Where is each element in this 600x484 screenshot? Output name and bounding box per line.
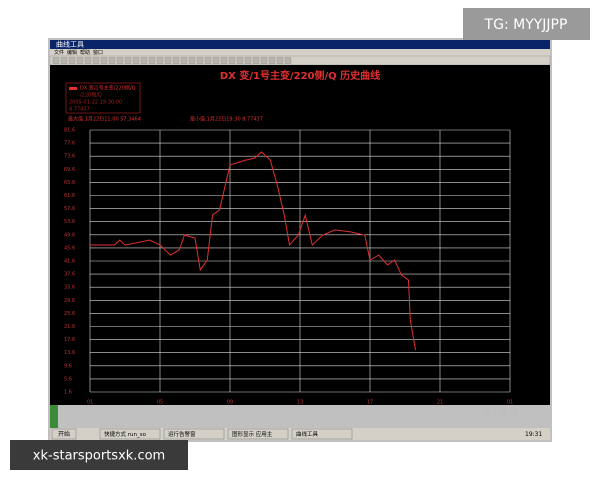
x-tick-label: 13 — [297, 400, 303, 406]
legend-line: 8.77437 — [69, 107, 90, 113]
task-button[interactable] — [163, 428, 225, 440]
x-tick-label: 01 — [507, 400, 513, 406]
y-tick-label: 29.6 — [64, 298, 75, 304]
y-tick-label: 45.6 — [64, 245, 75, 251]
toolbar-button[interactable] — [124, 57, 132, 64]
toolbar-button[interactable] — [196, 57, 204, 64]
y-tick-label: 13.6 — [64, 350, 75, 356]
toolbar-button[interactable] — [212, 57, 220, 64]
y-tick-label: 9.6 — [64, 363, 72, 369]
max-stat: 最大值:1月22日11:00 57.3464 — [68, 116, 141, 123]
tag-text: TG: MYYJJPP — [484, 17, 568, 33]
y-tick-label: 33.6 — [64, 285, 75, 291]
start-label[interactable]: 开始 — [58, 430, 70, 438]
y-tick-label: 37.6 — [64, 272, 75, 278]
toolbar-button[interactable] — [236, 57, 244, 64]
legend-line: /220侧/Q — [80, 92, 102, 99]
toolbar-button[interactable] — [220, 57, 228, 64]
toolbar-button[interactable] — [52, 57, 60, 64]
toolbar-button[interactable] — [244, 57, 252, 64]
toolbar-button[interactable] — [76, 57, 84, 64]
task-label[interactable]: 快捷方式 run_so — [104, 430, 147, 438]
toolbar-button[interactable] — [116, 57, 124, 64]
legend-label: DX 变/1号主变/220侧/Q — [80, 85, 136, 92]
site-box — [10, 440, 188, 470]
x-tick-label: 05 — [157, 400, 163, 406]
y-tick-label: 1.6 — [64, 390, 72, 396]
toolbar-button[interactable] — [148, 57, 156, 64]
menu-bar — [50, 49, 550, 56]
menu-item[interactable]: 编辑 — [67, 49, 77, 56]
toolbar-button[interactable] — [92, 57, 100, 64]
toolbar-button[interactable] — [108, 57, 116, 64]
toolbar-button[interactable] — [188, 57, 196, 64]
toolbar-button[interactable] — [68, 57, 76, 64]
toolbar-button[interactable] — [100, 57, 108, 64]
toolbar-button[interactable] — [260, 57, 268, 64]
data-line — [90, 151, 416, 351]
task-label[interactable]: 运行告警窗 — [168, 430, 196, 438]
legend-line: 2005-01-22 19:30:00 — [69, 100, 122, 106]
y-tick-label: 5.6 — [64, 376, 72, 382]
min-stat: 最小值:1月22日19:30 8.77437 — [190, 116, 263, 123]
toolbar-button[interactable] — [132, 57, 140, 64]
y-tick-label: 65.6 — [64, 180, 75, 186]
toolbar-button[interactable] — [252, 57, 260, 64]
chart-title: DX 变/1号主变/220侧/Q 历史曲线 — [220, 69, 380, 82]
y-tick-label: 41.6 — [64, 259, 75, 265]
y-tick-label: 25.6 — [64, 311, 75, 317]
y-tick-label: 17.6 — [64, 337, 75, 343]
legend-box — [65, 82, 141, 114]
start-button[interactable] — [51, 428, 77, 440]
y-tick-label: 77.6 — [64, 141, 75, 147]
toolbar-button[interactable] — [156, 57, 164, 64]
task-label[interactable]: 图形显示 应用主 — [232, 430, 273, 438]
toolbar-button[interactable] — [284, 57, 292, 64]
task-button[interactable] — [227, 428, 289, 440]
task-button[interactable] — [99, 428, 161, 440]
window-title: 曲线工具 — [56, 40, 84, 49]
x-tick-label: 17 — [367, 400, 373, 406]
toolbar-button[interactable] — [268, 57, 276, 64]
menu-item[interactable]: 帮助 — [80, 49, 90, 56]
y-tick-label: 61.6 — [64, 193, 75, 199]
y-tick-label: 69.6 — [64, 167, 75, 173]
title-bar — [50, 40, 550, 49]
y-tick-label: 73.6 — [64, 154, 75, 160]
toolbar-button[interactable] — [204, 57, 212, 64]
toolbar-button[interactable] — [180, 57, 188, 64]
tag-box — [463, 8, 590, 40]
toolbar-button[interactable] — [172, 57, 180, 64]
menu-item[interactable]: 文件 — [54, 49, 64, 56]
toolbar-button[interactable] — [164, 57, 172, 64]
x-tick-label: 21 — [437, 400, 443, 406]
clock: 19:31 — [525, 431, 542, 438]
toolbar-button[interactable] — [228, 57, 236, 64]
desktop-icon — [50, 405, 58, 428]
x-tick-label: 09 — [227, 400, 233, 406]
task-button[interactable] — [291, 428, 353, 440]
toolbar-button[interactable] — [140, 57, 148, 64]
y-tick-label: 53.6 — [64, 219, 75, 225]
y-tick-label: 49.6 — [64, 232, 75, 238]
toolbar-button[interactable] — [84, 57, 92, 64]
site-text: xk-starsportsxk.com — [33, 449, 165, 464]
x-tick-label: 01 — [87, 400, 93, 406]
menu-item[interactable]: 窗口 — [93, 49, 103, 56]
watermark: 电力笔记 — [482, 408, 518, 420]
toolbar-button[interactable] — [276, 57, 284, 64]
task-label[interactable]: 曲线工具 — [296, 430, 319, 438]
y-tick-label: 21.6 — [64, 324, 75, 330]
y-tick-label: 57.6 — [64, 206, 75, 212]
legend-swatch — [69, 87, 77, 90]
toolbar-button[interactable] — [60, 57, 68, 64]
y-tick-label: 81.6 — [64, 128, 75, 134]
